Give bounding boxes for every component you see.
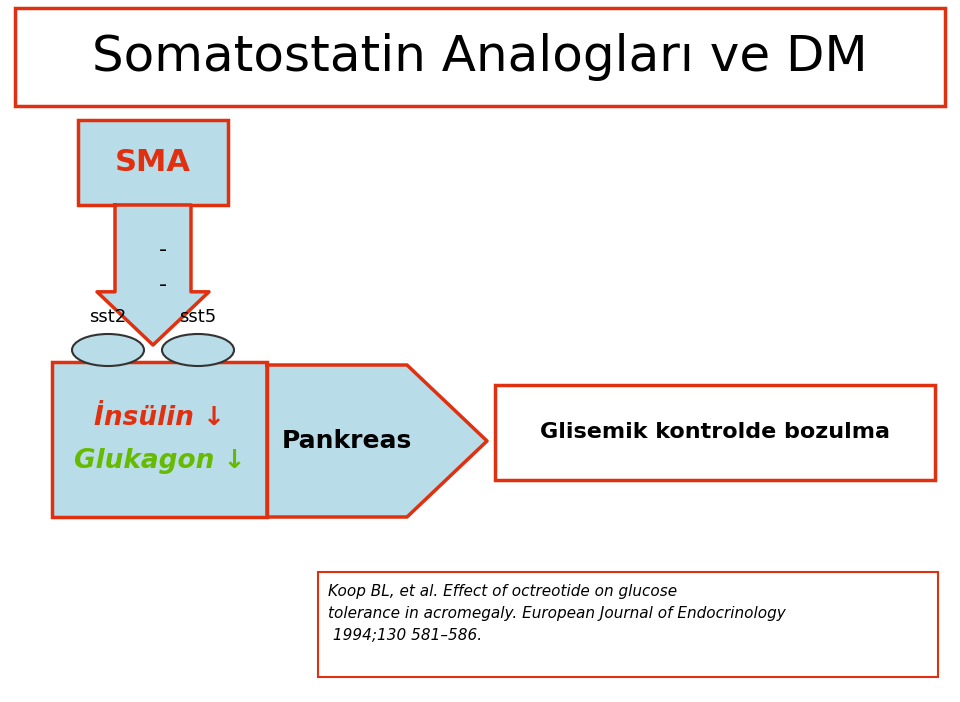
Text: SMA: SMA [115,148,191,177]
FancyBboxPatch shape [52,362,267,517]
Text: Glisemik kontrolde bozulma: Glisemik kontrolde bozulma [540,423,890,442]
Text: sst5: sst5 [180,308,217,326]
Text: Glukagon ↓: Glukagon ↓ [74,449,246,475]
FancyBboxPatch shape [495,385,935,480]
Polygon shape [267,365,487,517]
Ellipse shape [72,334,144,366]
FancyBboxPatch shape [318,572,938,677]
Text: -: - [159,240,167,260]
Text: -: - [159,275,167,295]
FancyBboxPatch shape [15,8,945,106]
Text: Pankreas: Pankreas [282,429,412,453]
Text: sst2: sst2 [89,308,127,326]
Text: Somatostatin Analogları ve DM: Somatostatin Analogları ve DM [92,33,868,81]
Ellipse shape [162,334,234,366]
Polygon shape [97,205,209,345]
FancyBboxPatch shape [78,120,228,205]
Text: İnsülin ↓: İnsülin ↓ [94,404,225,430]
Text: Koop BL, et al. Effect of octreotide on glucose
tolerance in acromegaly. Europea: Koop BL, et al. Effect of octreotide on … [328,584,785,644]
